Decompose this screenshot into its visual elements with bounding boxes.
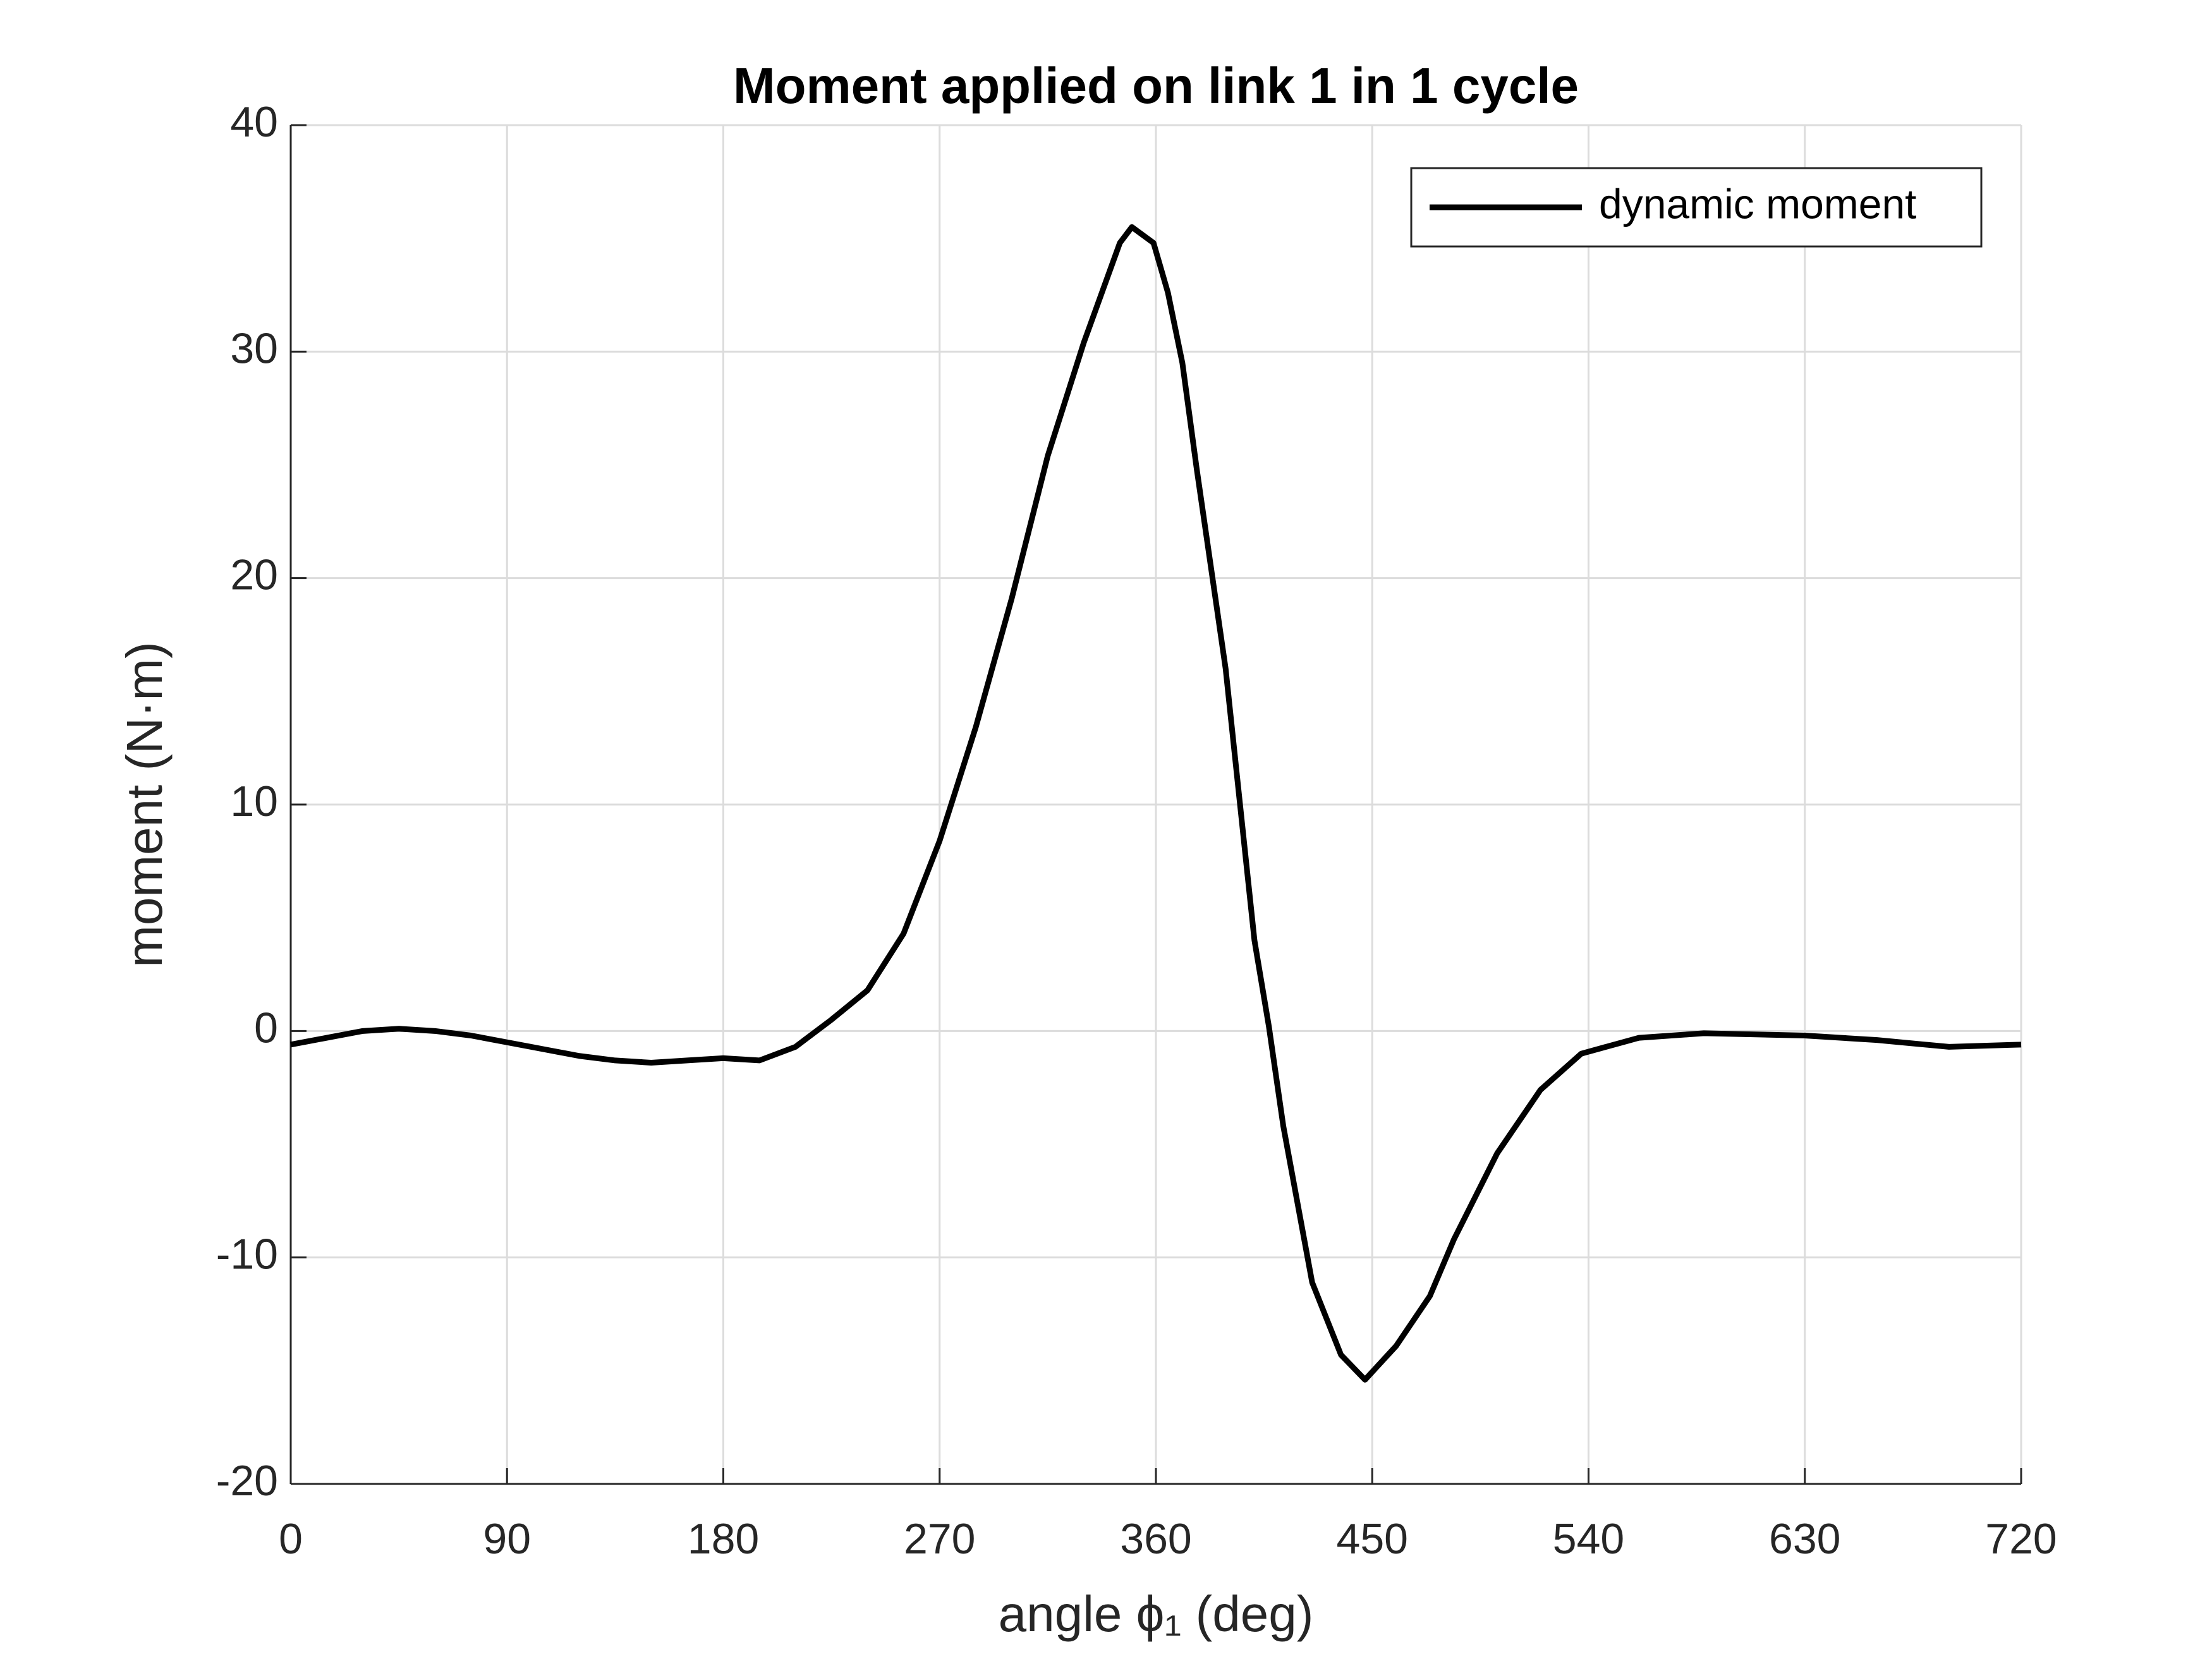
x-tick-label: 90 — [483, 1515, 531, 1563]
y-tick-label: 40 — [230, 98, 278, 146]
x-tick-label: 270 — [904, 1515, 975, 1563]
y-tick-label: 10 — [230, 777, 278, 825]
data-line — [290, 224, 2022, 1383]
chart-title: Moment applied on link 1 in 1 cycle — [733, 58, 1579, 114]
legend-label: dynamic moment — [1599, 180, 1917, 227]
y-axis-label: moment (N·m) — [116, 641, 173, 968]
x-tick-label: 450 — [1337, 1515, 1408, 1563]
x-axis-label: angle ϕ₁ (deg) — [999, 1586, 1314, 1642]
y-tick-label: -20 — [216, 1457, 278, 1505]
y-tick-label: -10 — [216, 1231, 278, 1279]
y-tick-label: 20 — [230, 551, 278, 599]
x-tick-label: 0 — [279, 1515, 303, 1563]
x-tick-label: 540 — [1553, 1515, 1624, 1563]
x-tick-label: 720 — [1985, 1515, 2057, 1563]
x-tick-label: 180 — [688, 1515, 759, 1563]
x-tick-label: 360 — [1120, 1515, 1191, 1563]
y-tick-label: 0 — [254, 1004, 278, 1052]
y-tick-label: 30 — [230, 324, 278, 372]
x-tick-label: 630 — [1769, 1515, 1840, 1563]
